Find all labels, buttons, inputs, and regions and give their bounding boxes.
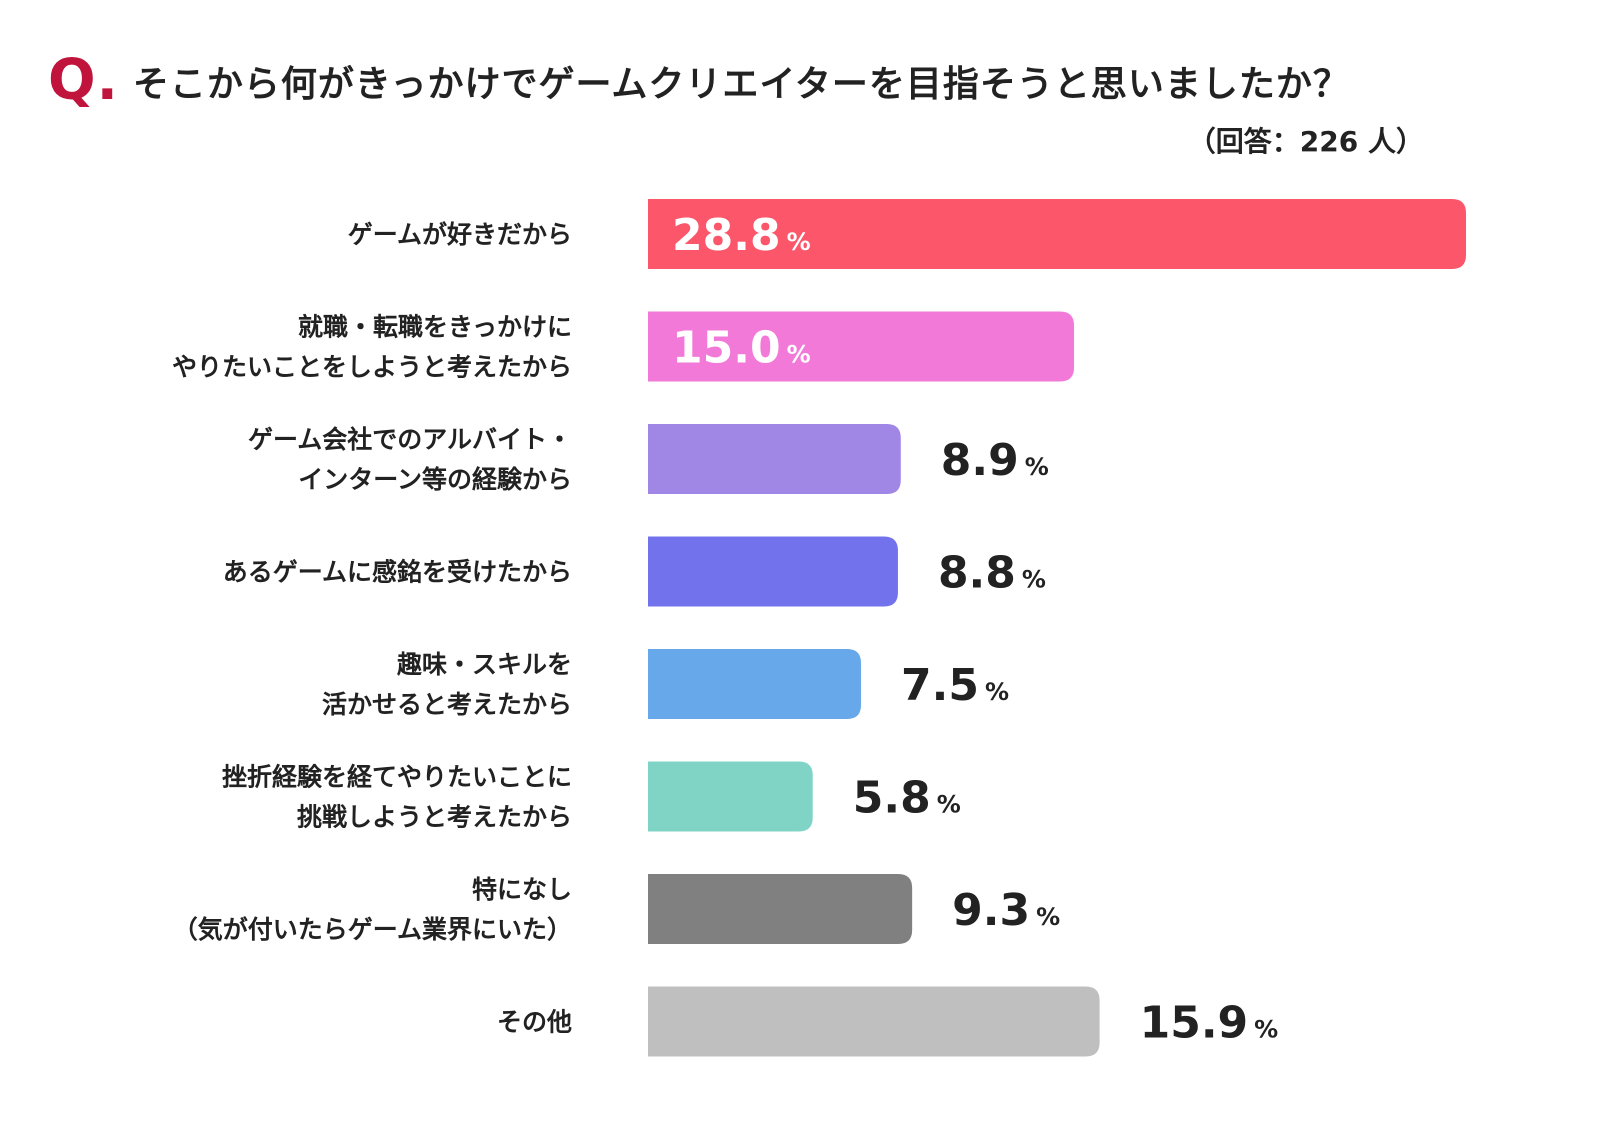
bar <box>648 874 913 944</box>
bar <box>648 761 813 832</box>
category-label: 就職・転職をきっかけにやりたいことをしようと考えたから <box>172 313 572 382</box>
value-label: 9.3% <box>952 885 1060 936</box>
category-label: その他 <box>497 1008 572 1037</box>
value-label: 15.9% <box>1140 998 1279 1049</box>
bar <box>648 986 1100 1057</box>
value-label: 15.0% <box>672 323 811 374</box>
bar-group: 就職・転職をきっかけにやりたいことをしようと考えたから 15.0% <box>172 311 1075 382</box>
question-header: Q. そこから何がきっかけでゲームクリエイターを目指そうと思いましたか？ <box>48 48 1350 113</box>
category-label: 挫折経験を経てやりたいことに挑戦しようと考えたから <box>222 763 572 832</box>
category-label: ゲームが好きだから <box>348 220 572 249</box>
bar <box>648 649 862 719</box>
bar <box>648 424 901 494</box>
value-label: 28.8% <box>672 210 811 261</box>
bar-group: ゲームが好きだから 28.8% <box>348 199 1466 269</box>
value-label: 8.9% <box>941 435 1049 486</box>
question-title: そこから何がきっかけでゲームクリエイターを目指そうと思いましたか？ <box>132 63 1350 105</box>
question-mark: Q. <box>48 48 119 113</box>
bar <box>648 199 1466 269</box>
bar-group: その他 15.9% <box>497 986 1279 1057</box>
bar-group: 趣味・スキルを活かせると考えたから 7.5% <box>322 649 1009 719</box>
bar-group: 挫折経験を経てやりたいことに挑戦しようと考えたから 5.8% <box>222 761 961 832</box>
value-label: 7.5% <box>901 660 1009 711</box>
respondent-count: （回答：226 人） <box>1187 125 1424 158</box>
value-label: 8.8% <box>938 548 1046 599</box>
bar-group: ゲーム会社でのアルバイト・インターン等の経験から 8.9% <box>248 424 1049 494</box>
bar-group: あるゲームに感銘を受けたから 8.8% <box>223 536 1046 607</box>
category-label: 趣味・スキルを活かせると考えたから <box>322 650 572 719</box>
category-label: ゲーム会社でのアルバイト・インターン等の経験から <box>248 425 572 494</box>
category-label: 特になし（気が付いたらゲーム業界にいた） <box>173 875 572 944</box>
value-label: 5.8% <box>853 773 961 824</box>
bar-group: 特になし（気が付いたらゲーム業界にいた） 9.3% <box>173 874 1060 944</box>
bar <box>648 311 1075 382</box>
bar <box>648 536 898 607</box>
category-label: あるゲームに感銘を受けたから <box>223 558 572 587</box>
